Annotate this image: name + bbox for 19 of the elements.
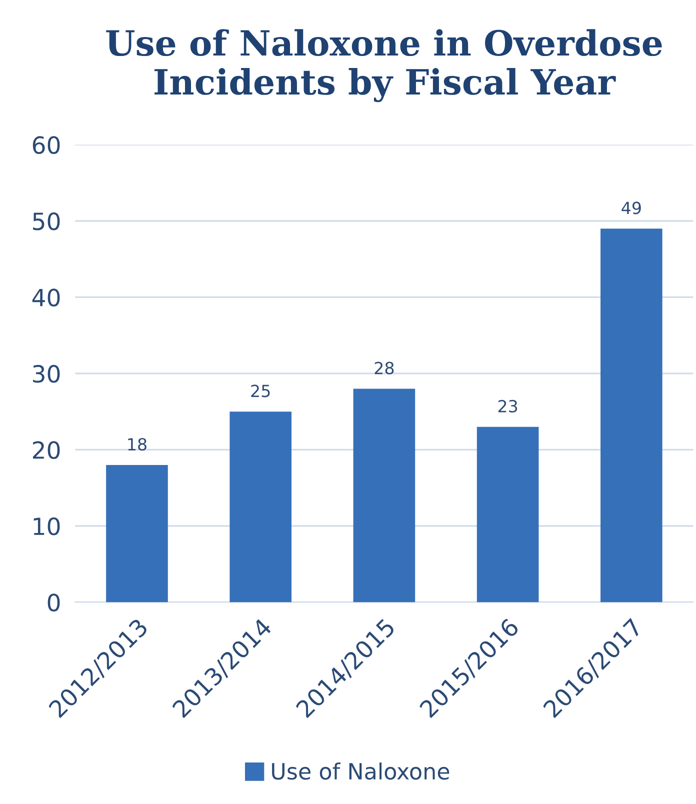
y-tick-label: 60 [32,136,60,154]
y-tick-label: 40 [32,288,60,307]
bar [476,426,539,602]
bar [106,464,168,602]
y-tick-label: 10 [34,517,60,536]
bar [600,228,662,602]
data-label: 28 [374,362,394,374]
data-label: 18 [128,438,146,451]
y-tick-label: 0 [48,594,60,612]
chart-title: Use of Naloxone in Overdose Incidents by Fiscal Year [106,29,662,102]
y-tick-label: 50 [33,212,60,230]
y-tick-label: 20 [32,441,60,460]
data-label: 49 [622,202,641,214]
y-tick-label: 30 [33,364,60,383]
data-label: 25 [251,384,270,398]
bar [353,388,416,602]
data-label: 23 [498,400,518,412]
legend-label: Use of Naloxone [272,762,450,780]
bar [230,412,292,602]
